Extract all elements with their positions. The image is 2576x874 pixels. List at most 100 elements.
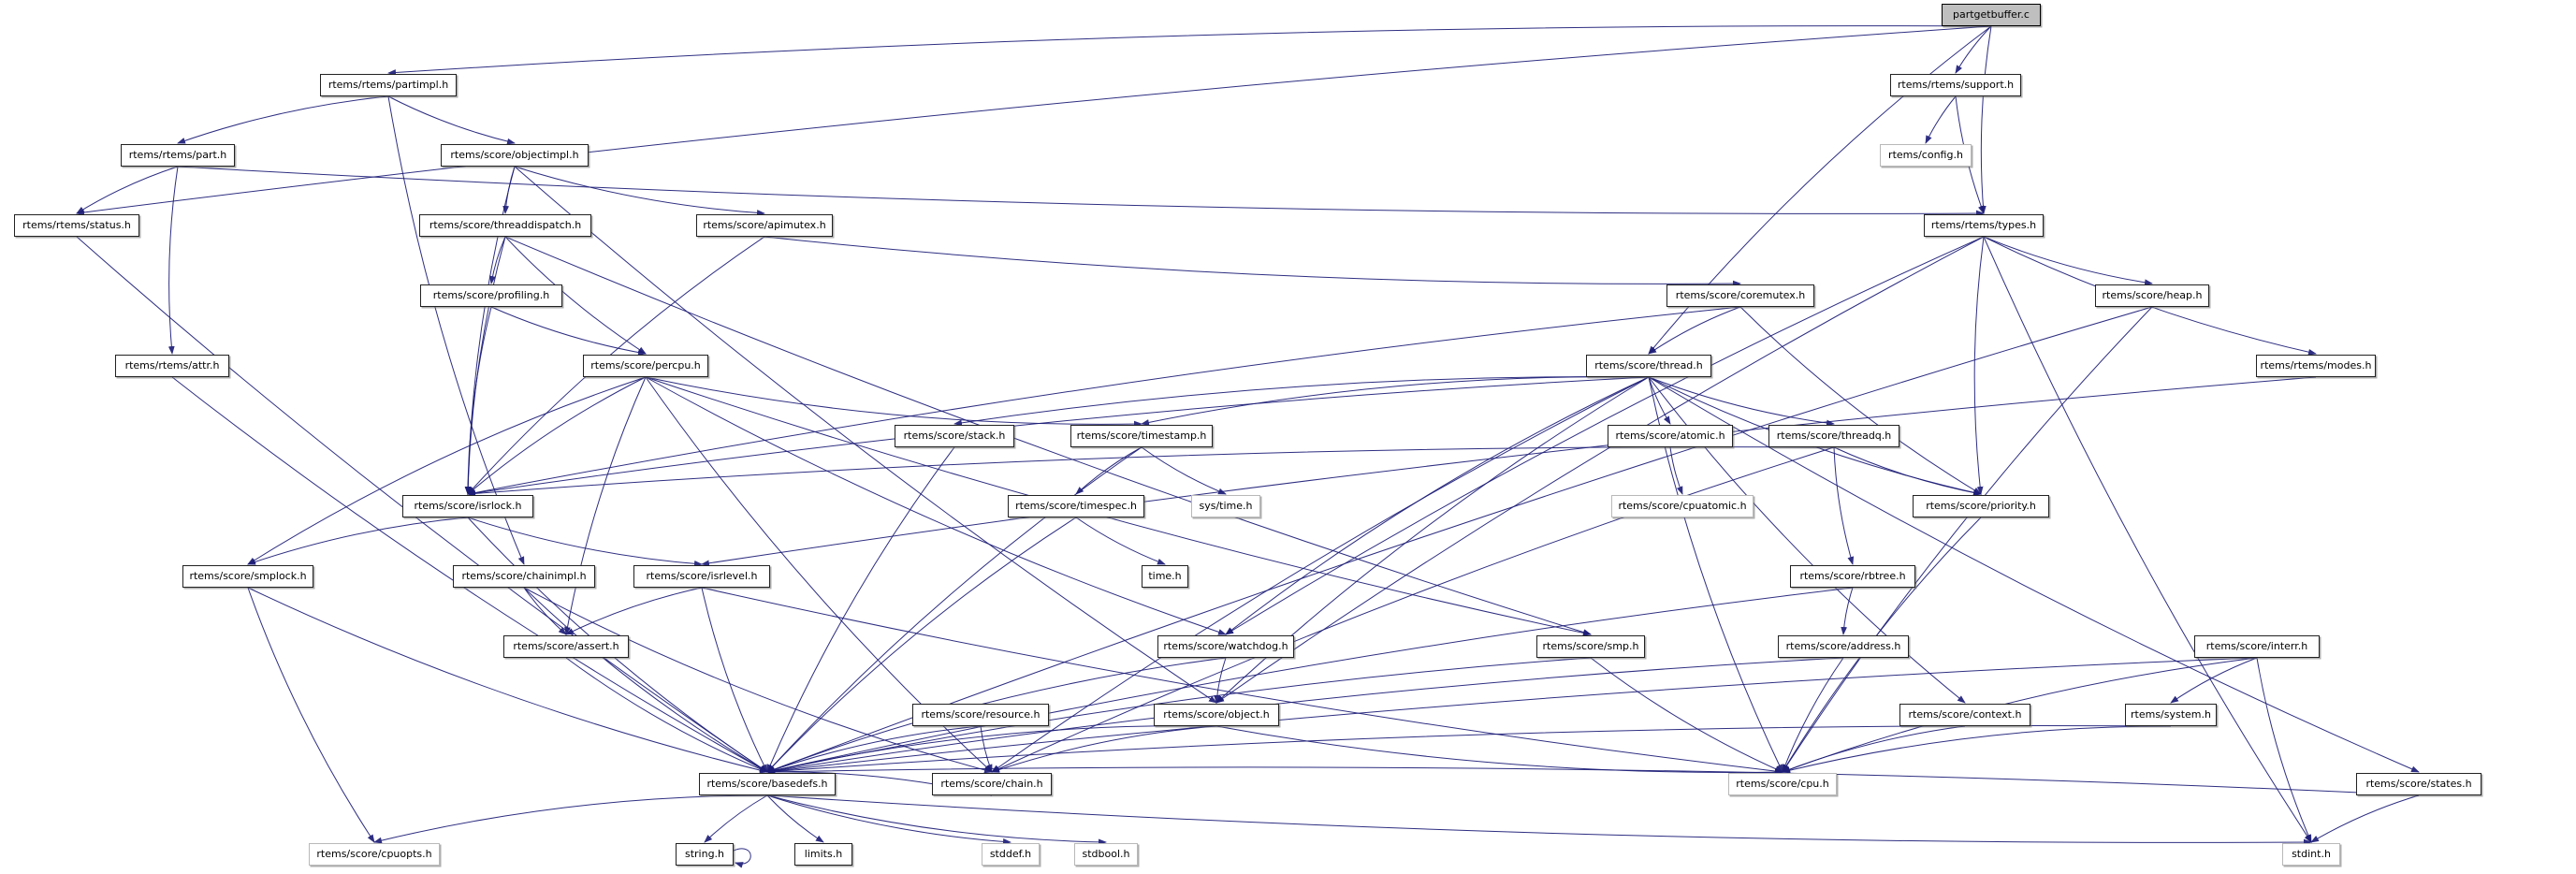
graph-node-rtems-score-resource-h[interactable]: rtems/score/resource.h: [912, 704, 1049, 726]
graph-node-rtems-rtems-modes-h[interactable]: rtems/rtems/modes.h: [2256, 355, 2376, 377]
graph-node-rtems-score-stack-h[interactable]: rtems/score/stack.h: [895, 425, 1014, 447]
graph-node-rtems-score-chainimpl-h[interactable]: rtems/score/chainimpl.h: [453, 565, 595, 588]
graph-edge: [490, 306, 647, 356]
graph-edge: [464, 236, 506, 495]
graph-edge: [766, 725, 982, 773]
graph-edge: [467, 376, 647, 495]
graph-node-rtems-rtems-status-h[interactable]: rtems/rtems/status.h: [14, 214, 139, 237]
graph-node-limits-h[interactable]: limits.h: [794, 843, 852, 866]
graph-edge: [467, 446, 1835, 497]
graph-node-stdint-h: stdint.h: [2282, 843, 2340, 866]
graph-node-rtems-score-priority-h[interactable]: rtems/score/priority.h: [1913, 495, 2049, 517]
graph-node-rtems-score-states-h[interactable]: rtems/score/states.h: [2356, 773, 2481, 795]
graph-edge: [247, 517, 469, 565]
graph-edge: [766, 725, 1217, 774]
graph-node-rtems-score-smplock-h[interactable]: rtems/score/smplock.h: [182, 565, 313, 588]
graph-node-rtems-score-cpuatomic-h: rtems/score/cpuatomic.h: [1611, 495, 1754, 517]
graph-node-rtems-score-isrlevel-h[interactable]: rtems/score/isrlevel.h: [633, 565, 770, 588]
graph-edge: [1590, 657, 1783, 773]
graph-node-rtems-score-object-h[interactable]: rtems/score/object.h: [1154, 704, 1279, 726]
graph-edge: [1739, 306, 1982, 495]
graph-edge: [387, 25, 1992, 76]
graph-node-rtems-score-interr-h[interactable]: rtems/score/interr.h: [2194, 635, 2320, 658]
graph-node-rtems-score-apimutex-h[interactable]: rtems/score/apimutex.h: [696, 214, 833, 237]
graph-node-rtems-score-thread-h[interactable]: rtems/score/thread.h: [1586, 355, 1711, 377]
graph-edge: [387, 95, 525, 565]
graph-edge: [1833, 446, 1855, 565]
graph-edge: [1075, 517, 1166, 565]
graph-node-rtems-score-timespec-h[interactable]: rtems/score/timespec.h: [1008, 495, 1144, 517]
graph-node-rtems-score-rbtree-h[interactable]: rtems/score/rbtree.h: [1790, 565, 1915, 588]
graph-edge: [564, 376, 647, 635]
graph-node-rtems-score-watchdog-h[interactable]: rtems/score/watchdog.h: [1157, 635, 1294, 658]
graph-node-rtems-score-address-h[interactable]: rtems/score/address.h: [1778, 635, 1909, 658]
graph-edge: [523, 587, 993, 774]
graph-node-rtems-score-percpu-h[interactable]: rtems/score/percpu.h: [583, 355, 708, 377]
graph-edge: [1979, 25, 1992, 214]
graph-node-rtems-score-atomic-h[interactable]: rtems/score/atomic.h: [1608, 425, 1733, 447]
graph-edge: [1955, 25, 1992, 74]
graph-edge: [565, 657, 768, 773]
graph-node-rtems-score-basedefs-h[interactable]: rtems/score/basedefs.h: [699, 773, 836, 795]
graph-edge: [1782, 657, 1844, 773]
graph-edge: [1075, 446, 1142, 495]
graph-node-rtems-rtems-part-h[interactable]: rtems/rtems/part.h: [121, 144, 235, 167]
graph-edge: [1225, 376, 1650, 635]
graph-node-rtems-score-coremutex-h[interactable]: rtems/score/coremutex.h: [1666, 284, 1814, 307]
graph-edge: [645, 376, 1142, 428]
graph-edge: [766, 794, 824, 843]
graph-edge: [1648, 376, 1835, 427]
graph-node-rtems-score-assert-h[interactable]: rtems/score/assert.h: [503, 635, 629, 658]
graph-node-time-h[interactable]: time.h: [1142, 565, 1188, 588]
graph-node-rtems-score-timestamp-h[interactable]: rtems/score/timestamp.h: [1070, 425, 1213, 447]
graph-edge: [177, 95, 389, 144]
graph-node-rtems-score-isrlock-h[interactable]: rtems/score/isrlock.h: [402, 495, 533, 517]
graph-edge: [701, 587, 1783, 775]
graph-edge: [766, 306, 2153, 773]
graph-edge: [1782, 725, 1966, 773]
graph-edge: [467, 517, 703, 567]
graph-edge: [1973, 236, 1985, 495]
graph-edge: [764, 236, 1741, 287]
graph-node-rtems-score-smp-h[interactable]: rtems/score/smp.h: [1536, 635, 1645, 658]
graph-node-rtems-score-threadq-h[interactable]: rtems/score/threadq.h: [1768, 425, 1899, 447]
graph-edge: [1983, 236, 2153, 286]
graph-node-rtems-score-profiling-h[interactable]: rtems/score/profiling.h: [420, 284, 562, 307]
graph-edge: [565, 587, 703, 635]
graph-node-rtems-score-heap-h[interactable]: rtems/score/heap.h: [2095, 284, 2209, 307]
graph-node-rtems-score-objectimpl-h[interactable]: rtems/score/objectimpl.h: [441, 144, 589, 167]
graph-edge: [1215, 236, 1985, 704]
graph-node-rtems-system-h[interactable]: rtems/system.h: [2125, 704, 2217, 726]
graph-edge: [523, 587, 567, 635]
graph-edge: [766, 794, 1107, 846]
graph-edge: [167, 166, 179, 355]
graph-edge: [704, 794, 768, 843]
graph-node-rtems-rtems-support-h[interactable]: rtems/rtems/support.h: [1890, 74, 2021, 96]
graph-edge: [953, 376, 1650, 427]
graph-edge: [1141, 376, 1650, 426]
graph-edge: [1648, 306, 1741, 355]
graph-node-rtems-score-chain-h[interactable]: rtems/score/chain.h: [932, 773, 1052, 795]
graph-node-rtems-score-context-h[interactable]: rtems/score/context.h: [1899, 704, 2030, 726]
graph-edge: [980, 725, 993, 773]
graph-node-rtems-score-threaddispatch-h[interactable]: rtems/score/threaddispatch.h: [419, 214, 591, 237]
graph-edge: [1648, 376, 1671, 425]
graph-edge: [1833, 446, 1982, 496]
graph-edge: [1925, 95, 1957, 144]
graph-edge: [733, 848, 751, 868]
graph-edge: [1782, 725, 2172, 774]
graph-node-rtems-rtems-types-h[interactable]: rtems/rtems/types.h: [1924, 214, 2044, 237]
graph-node-stddef-h: stddef.h: [982, 843, 1040, 866]
graph-edge: [467, 376, 1650, 497]
graph-node-rtems-rtems-partimpl-h[interactable]: rtems/rtems/partimpl.h: [320, 74, 457, 96]
graph-edge: [766, 794, 2312, 846]
graph-node-string-h[interactable]: string.h: [676, 843, 734, 866]
graph-edge: [701, 376, 2317, 567]
graph-edge: [766, 725, 2172, 775]
graph-node-sys-time-h: sys/time.h: [1191, 495, 1260, 517]
graph-edge: [991, 725, 1217, 773]
graph-node-rtems-rtems-attr-h[interactable]: rtems/rtems/attr.h: [115, 355, 229, 377]
graph-edge: [1669, 446, 1683, 495]
graph-edge: [387, 95, 516, 145]
